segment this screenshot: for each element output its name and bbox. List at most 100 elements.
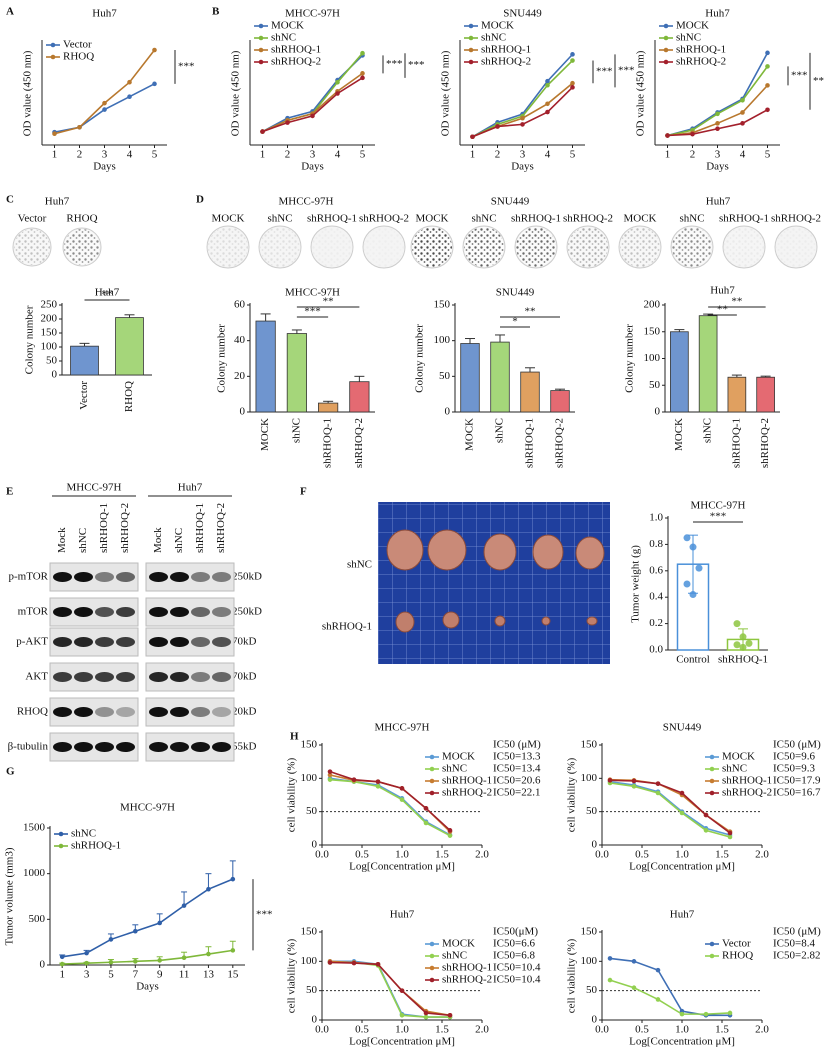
data-point (360, 75, 365, 81)
x-tick-label: 5 (765, 149, 771, 161)
legend-label: shRHOQ-2 (676, 56, 726, 68)
data-point (351, 960, 357, 966)
bar (550, 390, 570, 413)
colony-label: MOCK (211, 213, 244, 225)
y-tick-label: 50 (586, 984, 598, 996)
colony-stain (412, 227, 452, 267)
x-axis-label: Days (511, 161, 534, 173)
data-point (206, 886, 211, 892)
y-tick-label: 50 (586, 805, 598, 817)
y-tick-label: 0.6 (649, 564, 663, 576)
colony-label: shRHOQ-2 (771, 213, 821, 225)
y-axis-label: OD value (450 nm) (22, 50, 34, 136)
blot-lane-label: shRHOQ-1 (98, 503, 110, 553)
data-point (689, 543, 697, 551)
legend-ic50: IC50=2.82 (773, 950, 820, 962)
blot-size-label: 70kD (232, 671, 257, 683)
y-axis-label: OD value (450 nm) (440, 50, 452, 136)
blot-band (191, 607, 210, 617)
legend-label: shNC (481, 32, 506, 44)
blot-size-label: 55kD (232, 741, 257, 753)
colony-stain (620, 227, 660, 267)
y-tick-label: 50 (46, 355, 58, 367)
x-tick-label: 2.0 (475, 849, 489, 861)
blot-band (74, 572, 93, 582)
y-tick-label: 250 (41, 299, 58, 311)
chart-title: MHCC-97H (690, 500, 745, 512)
series-line (330, 961, 450, 1018)
data-point (230, 948, 236, 953)
x-tick-label: 1 (260, 149, 266, 161)
colony-group-title: SNU449 (491, 196, 530, 208)
data-point (631, 778, 637, 784)
colony-label: Vector (18, 213, 47, 225)
chart-title: MHCC-97H (285, 287, 340, 299)
x-axis-label: Log[Concentration μM] (349, 861, 455, 873)
colony-stain (464, 227, 504, 267)
legend-label: MOCK (442, 938, 475, 950)
blot-band (95, 672, 114, 682)
blot-size-label: 250kD (232, 606, 262, 618)
y-axis-label: Colony number (414, 324, 426, 393)
blot-band (74, 672, 93, 682)
data-point (84, 950, 89, 956)
data-point (495, 124, 500, 129)
colony-label: shNC (267, 213, 292, 225)
data-point (423, 820, 429, 826)
blot-band (116, 742, 135, 752)
bar (460, 343, 480, 413)
legend-marker (709, 778, 715, 784)
colony-label: shRHOQ-1 (307, 213, 357, 225)
y-tick-label: 0.0 (649, 644, 663, 656)
y-tick-label: 0 (52, 369, 58, 381)
chart-title: SNU449 (503, 8, 542, 20)
legend-marker (429, 754, 435, 760)
x-axis-label: Log[Concentration μM] (629, 861, 735, 873)
series-line (609, 957, 730, 1017)
colony-group-title: MHCC-97H (278, 196, 333, 208)
colony-label: shNC (679, 213, 704, 225)
y-axis-label: cell viability (%) (286, 757, 298, 832)
legend-ic50: IC50=13.3 (493, 751, 541, 763)
legend-marker (468, 35, 474, 41)
legend-marker (663, 23, 669, 29)
legend-label: MOCK (722, 751, 755, 763)
legend-label: MOCK (676, 20, 709, 32)
x-tick-label: 1.5 (435, 849, 449, 861)
y-tick-label: 0 (40, 959, 46, 971)
x-tick-label: 3 (520, 149, 526, 161)
blot-band (191, 572, 210, 582)
y-tick-label: 0 (240, 406, 246, 418)
blot-band (116, 637, 135, 647)
chart-title: Huh7 (710, 285, 735, 297)
legend-label: shRHOQ-1 (676, 44, 726, 56)
y-tick-label: 150 (581, 926, 598, 938)
data-point (285, 120, 290, 125)
legend-marker (50, 54, 56, 60)
data-point (335, 91, 340, 96)
bar (698, 315, 718, 413)
data-point (447, 828, 453, 833)
data-point (683, 534, 691, 542)
data-point (375, 961, 381, 967)
data-point (260, 129, 265, 134)
blot-lane-label: shNC (173, 528, 185, 553)
data-point (740, 121, 745, 126)
x-tick-label: 1 (52, 149, 58, 161)
blot-band (170, 672, 189, 682)
legend-label: shNC (271, 32, 296, 44)
y-tick-label: 100 (301, 955, 318, 967)
chart-title: Huh7 (705, 8, 730, 20)
x-tick-label: shNC (702, 418, 714, 443)
legend-label: shRHOQ-1 (442, 962, 492, 974)
data-point (765, 83, 770, 88)
data-point (399, 1013, 405, 1018)
legend-ic50: IC50=8.4 (773, 938, 815, 950)
blot-band (170, 607, 189, 617)
data-point (665, 133, 670, 138)
data-point (545, 109, 550, 115)
y-tick-label: 150 (41, 327, 58, 339)
data-point (695, 564, 703, 572)
blot-band (116, 607, 135, 617)
legend-label: shNC (442, 950, 467, 962)
